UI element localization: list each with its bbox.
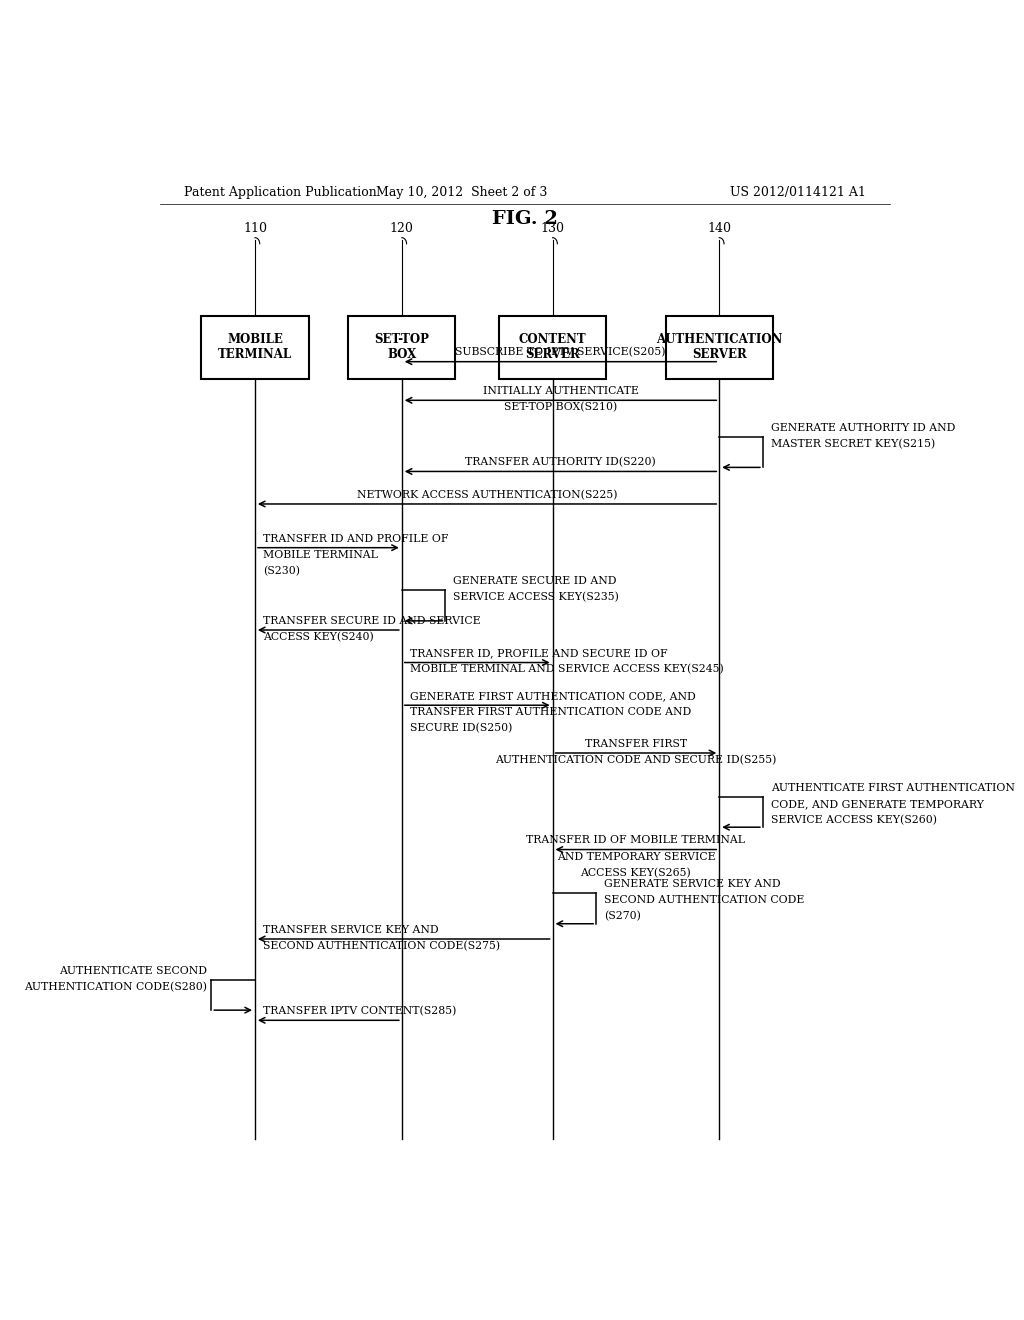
- Text: TRANSFER FIRST AUTHENTICATION CODE AND: TRANSFER FIRST AUTHENTICATION CODE AND: [410, 708, 691, 718]
- Text: GENERATE SERVICE KEY AND: GENERATE SERVICE KEY AND: [604, 879, 780, 890]
- Text: TRANSFER AUTHORITY ID(S220): TRANSFER AUTHORITY ID(S220): [465, 457, 656, 467]
- Text: SET-TOP BOX(S210): SET-TOP BOX(S210): [504, 403, 617, 412]
- Text: CONTENT
SERVER: CONTENT SERVER: [519, 334, 587, 362]
- Text: GENERATE AUTHORITY ID AND: GENERATE AUTHORITY ID AND: [771, 422, 955, 433]
- Text: MASTER SECRET KEY(S215): MASTER SECRET KEY(S215): [771, 438, 935, 449]
- Text: Patent Application Publication: Patent Application Publication: [183, 186, 376, 199]
- Bar: [499, 315, 606, 379]
- Text: AUTHENTICATION
SERVER: AUTHENTICATION SERVER: [656, 334, 782, 362]
- Text: SECOND AUTHENTICATION CODE: SECOND AUTHENTICATION CODE: [604, 895, 805, 906]
- Text: NETWORK ACCESS AUTHENTICATION(S225): NETWORK ACCESS AUTHENTICATION(S225): [356, 490, 617, 500]
- Bar: [348, 315, 456, 379]
- Text: AND TEMPORARY SERVICE: AND TEMPORARY SERVICE: [557, 851, 715, 862]
- Text: May 10, 2012  Sheet 2 of 3: May 10, 2012 Sheet 2 of 3: [376, 186, 547, 199]
- Text: US 2012/0114121 A1: US 2012/0114121 A1: [730, 186, 866, 199]
- Text: 140: 140: [708, 222, 731, 235]
- Text: CODE, AND GENERATE TEMPORARY: CODE, AND GENERATE TEMPORARY: [771, 799, 984, 809]
- Text: SECURE ID(S250): SECURE ID(S250): [410, 723, 512, 734]
- Text: (S270): (S270): [604, 911, 641, 921]
- Text: 130: 130: [541, 222, 564, 235]
- Text: GENERATE FIRST AUTHENTICATION CODE, AND: GENERATE FIRST AUTHENTICATION CODE, AND: [410, 692, 695, 701]
- Text: SUBSCRIBE TO IPTV SERVICE(S205): SUBSCRIBE TO IPTV SERVICE(S205): [456, 347, 666, 358]
- Text: TRANSFER ID AND PROFILE OF: TRANSFER ID AND PROFILE OF: [263, 533, 449, 544]
- Text: TRANSFER SECURE ID AND SERVICE: TRANSFER SECURE ID AND SERVICE: [263, 616, 480, 626]
- Text: TRANSFER ID OF MOBILE TERMINAL: TRANSFER ID OF MOBILE TERMINAL: [526, 836, 745, 846]
- Text: MOBILE TERMINAL: MOBILE TERMINAL: [263, 550, 378, 560]
- Text: 110: 110: [243, 222, 267, 235]
- Text: SECOND AUTHENTICATION CODE(S275): SECOND AUTHENTICATION CODE(S275): [263, 941, 500, 952]
- Text: (S230): (S230): [263, 566, 300, 576]
- Text: GENERATE SECURE ID AND: GENERATE SECURE ID AND: [454, 577, 616, 586]
- Text: AUTHENTICATE FIRST AUTHENTICATION: AUTHENTICATE FIRST AUTHENTICATION: [771, 783, 1015, 792]
- Text: SERVICE ACCESS KEY(S235): SERVICE ACCESS KEY(S235): [454, 593, 620, 602]
- Text: TRANSFER ID, PROFILE AND SECURE ID OF: TRANSFER ID, PROFILE AND SECURE ID OF: [410, 648, 668, 659]
- Text: TRANSFER SERVICE KEY AND: TRANSFER SERVICE KEY AND: [263, 925, 438, 935]
- Text: ACCESS KEY(S265): ACCESS KEY(S265): [581, 867, 691, 878]
- Text: 120: 120: [390, 222, 414, 235]
- Text: AUTHENTICATION CODE AND SECURE ID(S255): AUTHENTICATION CODE AND SECURE ID(S255): [496, 755, 776, 766]
- Text: TRANSFER FIRST: TRANSFER FIRST: [585, 739, 687, 748]
- Bar: [666, 315, 773, 379]
- Text: AUTHENTICATION CODE(S280): AUTHENTICATION CODE(S280): [25, 982, 207, 991]
- Text: FIG. 2: FIG. 2: [492, 210, 558, 228]
- Text: AUTHENTICATE SECOND: AUTHENTICATE SECOND: [59, 966, 207, 975]
- Text: ACCESS KEY(S240): ACCESS KEY(S240): [263, 632, 374, 643]
- Text: MOBILE
TERMINAL: MOBILE TERMINAL: [218, 334, 292, 362]
- Text: INITIALLY AUTHENTICATE: INITIALLY AUTHENTICATE: [482, 387, 638, 396]
- Text: MOBILE TERMINAL AND SERVICE ACCESS KEY(S245): MOBILE TERMINAL AND SERVICE ACCESS KEY(S…: [410, 664, 724, 675]
- Bar: [202, 315, 308, 379]
- Text: TRANSFER IPTV CONTENT(S285): TRANSFER IPTV CONTENT(S285): [263, 1006, 457, 1016]
- Text: SERVICE ACCESS KEY(S260): SERVICE ACCESS KEY(S260): [771, 814, 937, 825]
- Text: SET-TOP
BOX: SET-TOP BOX: [375, 334, 429, 362]
